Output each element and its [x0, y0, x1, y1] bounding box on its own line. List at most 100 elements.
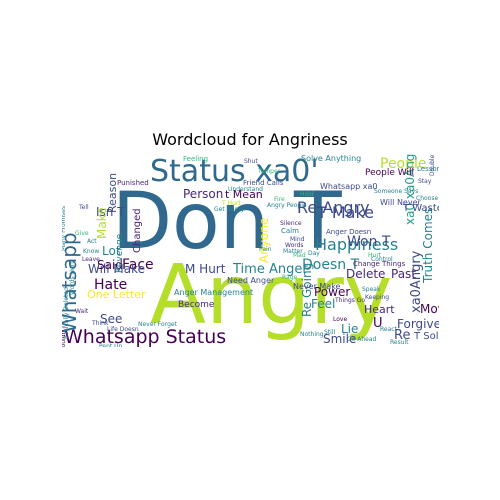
wordcloud-word: Mind	[290, 236, 305, 243]
wordcloud-word: Double Finger	[429, 153, 436, 176]
wordcloud-word: Silence	[280, 220, 302, 227]
wordcloud-word: Temper	[257, 168, 281, 175]
wordcloud-word: Re Going	[300, 263, 314, 317]
wordcloud-word: Truth Comes	[421, 208, 435, 284]
wordcloud-word: Said	[97, 258, 123, 272]
wordcloud-word: Fire	[274, 196, 285, 203]
wordcloud-word: Get Angry	[214, 206, 245, 213]
wordcloud-word: Power	[314, 285, 350, 299]
wordcloud-word: See	[100, 312, 122, 326]
wordcloud-word: Friend Calls	[243, 179, 284, 187]
wordcloud-word: Words	[285, 242, 304, 249]
wordcloud-word: Doesn T	[302, 257, 360, 273]
figure-title: Wordcloud for Angriness	[152, 130, 348, 149]
wordcloud-word: Lesson	[417, 165, 439, 173]
wordcloud-word: Need Anger	[227, 276, 275, 285]
wordcloud-word: xa0Angry	[409, 250, 424, 313]
wordcloud-word: Isn T	[96, 205, 125, 219]
wordcloud-word: M Hurt	[185, 262, 226, 276]
wordcloud-word: Past	[391, 267, 416, 281]
wordcloud-word: Whatsapp	[62, 232, 81, 333]
wordcloud-word: Still	[324, 329, 335, 336]
wordcloud-word: Become	[178, 300, 215, 310]
wordcloud-word: Result	[390, 339, 409, 346]
wordcloud-word: Tell	[78, 204, 89, 211]
wordcloud-word: Solve Anything	[301, 154, 361, 163]
wordcloud-word: T Solve	[413, 331, 439, 342]
wordcloud-word: Re Angry	[297, 198, 370, 217]
wordcloud-word: Whatsapp xa0	[320, 182, 378, 191]
wordcloud-word: Anyone	[257, 218, 271, 263]
wordcloud-word: Time Anger	[232, 262, 308, 277]
wordcloud-word: Life Doesn	[107, 326, 139, 333]
wordcloud-word: Mad	[293, 252, 306, 259]
wordcloud-word: Never Forget	[138, 321, 178, 328]
wordcloud-word: Change Things	[353, 260, 406, 268]
wordcloud-word: T Waste	[402, 203, 439, 214]
wordcloud-word: Status xa0'	[150, 154, 319, 189]
wordcloud-word: Matter	[283, 248, 303, 255]
wordcloud-word: T Make	[316, 203, 374, 222]
wordcloud-word: Reason	[106, 173, 119, 213]
wordcloud-word: Someone Says	[374, 188, 418, 195]
wordcloud-word: Wait	[75, 308, 89, 315]
wordcloud-word: Don T	[112, 177, 342, 267]
wordcloud-image: Don T Angry Status xa0' Whatsapp Status What…	[62, 153, 439, 347]
wordcloud-word: Day	[308, 250, 320, 257]
wordcloud-word: Feel	[311, 297, 335, 311]
wordcloud-word: Love	[333, 316, 347, 323]
wordcloud-word: Shut	[244, 158, 258, 165]
wordcloud-word: Speak	[362, 286, 381, 293]
wordcloud-word: Whatsapp Status	[64, 326, 226, 347]
wordcloud-word: Calm	[281, 227, 299, 235]
wordcloud-word: Understand	[228, 186, 263, 193]
wordcloud-word: Heart	[364, 303, 395, 316]
wordcloud-word: Hate	[94, 277, 127, 293]
wordcloud-word: Control	[371, 256, 393, 263]
wordcloud-word: T Hurt	[221, 200, 241, 207]
wordcloud-word: Forgive	[397, 317, 439, 331]
wordcloud-word: Lie	[341, 322, 358, 336]
wordcloud-word: Act	[87, 238, 97, 245]
wordcloud-word: Think	[91, 320, 109, 327]
wordcloud-word: Stay	[418, 178, 432, 185]
wordcloud-word: Angry	[150, 248, 392, 343]
wordcloud-word: Leave	[82, 256, 100, 263]
wordcloud-word: Wouldn T	[62, 325, 67, 347]
wordcloud-word: Person	[183, 187, 223, 201]
wordcloud-word: Know	[83, 248, 99, 255]
wordcloud-word: Move	[420, 302, 439, 316]
wordcloud-word: Things Go	[334, 297, 365, 304]
wordcloud-word: U	[373, 316, 383, 331]
wordcloud-word: Words Hurt	[69, 261, 76, 295]
wordcloud-word: People Will	[365, 168, 414, 178]
wordcloud-word: Nothing	[300, 331, 324, 338]
wordcloud-word: Angry People	[267, 202, 307, 209]
wordcloud-word: Make	[95, 207, 109, 239]
wordcloud-word: Hurt	[368, 252, 382, 259]
wordcloud-word: People	[380, 156, 427, 172]
wordcloud-word: Revenge	[115, 233, 125, 273]
wordcloud-word: Happiness	[315, 235, 398, 254]
wordcloud-word: Changed	[132, 208, 143, 253]
wordcloud-word: t Mean	[225, 188, 263, 201]
wordcloud-word: One Letter	[87, 288, 146, 301]
wordcloud-word: Lot	[102, 244, 121, 258]
wordcloud-word: Give	[75, 230, 89, 237]
wordcloud-word: Rage	[282, 274, 298, 281]
wordcloud-word: Never Make	[293, 282, 341, 291]
wordcloud-word: Anger Doesn	[326, 228, 371, 236]
wordcloud-word: Face	[122, 257, 154, 273]
wordcloud-word: Pent Up	[99, 343, 123, 347]
wordcloud-word: Anger Management	[174, 288, 253, 297]
wordcloud-word: Many Promises	[62, 206, 67, 251]
wordcloud-word: Delete	[346, 267, 385, 281]
wordcloud-word: Pain	[259, 246, 272, 253]
wordcloud-word: Will Never	[380, 198, 422, 207]
wordcloud-word: Smile	[323, 332, 356, 346]
wordcloud-word: Punished	[117, 179, 149, 187]
wordcloud-word: Basically Deleted	[63, 287, 70, 339]
wordcloud-word: React	[380, 326, 398, 333]
